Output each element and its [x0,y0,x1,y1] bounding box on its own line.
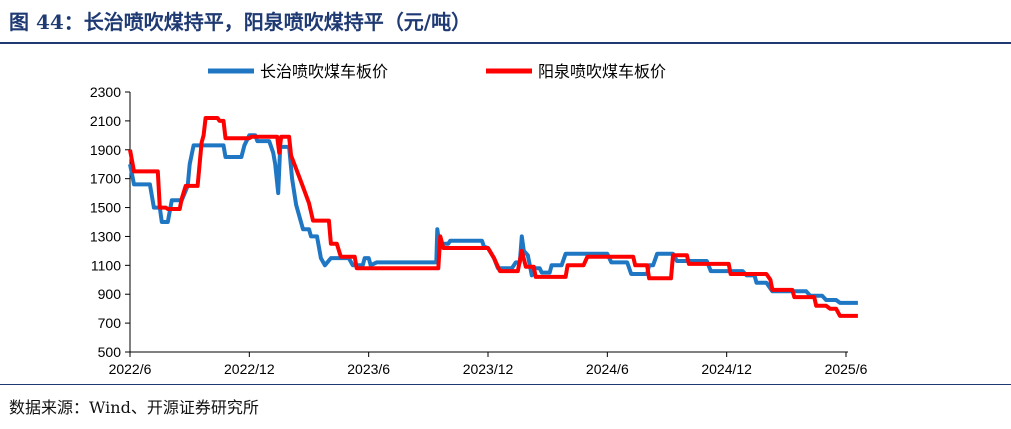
line-chart: 500 700 900 1100 1300 1500 1700 1900 2100 2300 202… [90,62,868,377]
y-tick-label: 2100 [90,113,121,129]
y-tick-label: 2300 [90,84,121,100]
y-tick-label: 1500 [90,200,121,216]
title-underline [0,42,1011,44]
source-note: 数据来源：Wind、开源证券研究所 [9,398,259,417]
series-line-yangquan [128,116,858,318]
legend-label: 长治喷吹煤车板价 [260,62,388,81]
source-divider [0,384,1011,385]
y-tick-label: 500 [98,344,122,360]
x-tick-label: 2024/6 [586,361,629,377]
series-line-changzhi [128,133,858,305]
x-tick-label: 2023/6 [347,361,390,377]
x-tick-label: 2022/6 [109,361,152,377]
x-tick-label: 2022/12 [224,361,275,377]
y-tick-label: 700 [98,315,122,331]
y-tick-label: 1700 [90,171,121,187]
x-tick-label: 2023/12 [463,361,514,377]
title-bar: 图 44：长治喷吹煤持平，阳泉喷吹煤持平（元/吨） [0,0,1011,44]
y-tick-label: 1300 [90,228,121,244]
y-tick-label: 1100 [91,257,121,273]
x-tick-label: 2025/6 [825,361,868,377]
figure-title: 图 44：长治喷吹煤持平，阳泉喷吹煤持平（元/吨） [9,10,472,34]
y-tick-label: 900 [98,286,122,302]
x-tick-label: 2024/12 [701,361,752,377]
y-tick-label: 1900 [90,142,121,158]
legend-label: 阳泉喷吹煤车板价 [538,62,666,81]
